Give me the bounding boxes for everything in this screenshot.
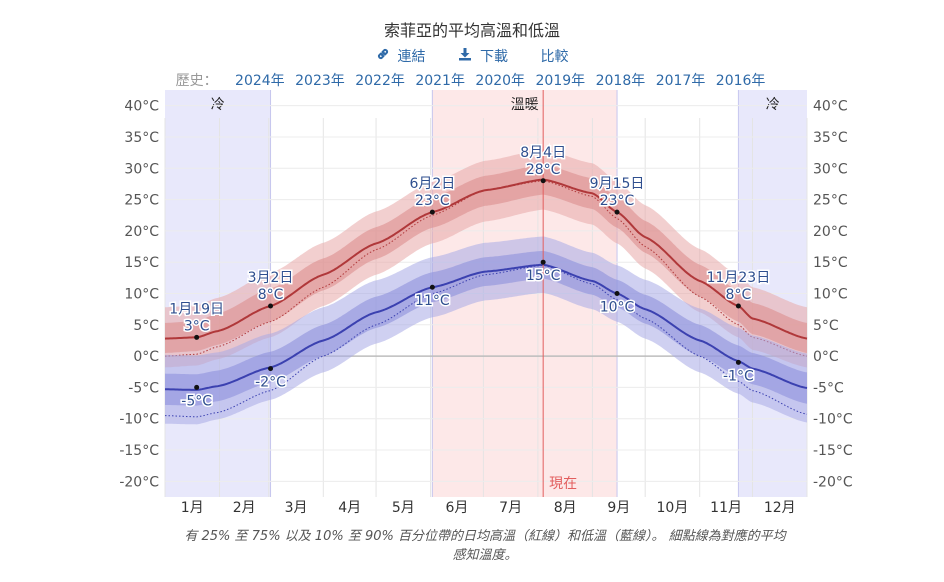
chart-title: 索菲亞的平均高溫和低溫	[383, 21, 560, 40]
annotation-date-4: 9月15日	[590, 176, 645, 192]
download-label: 下載	[480, 49, 508, 65]
month-label-11: 11月	[710, 500, 742, 516]
ytick-right-7: 5°C	[813, 318, 839, 334]
ytick-left-9: -5°C	[128, 380, 159, 396]
history-year-2023[interactable]: 2023年	[295, 73, 345, 89]
history-year-2024[interactable]: 2024年	[235, 73, 285, 89]
month-label-4: 4月	[338, 500, 361, 516]
annotation-temp-10: 10°C	[600, 300, 635, 316]
annotation-date-5: 11月23日	[707, 270, 771, 286]
link-label: 連結	[397, 49, 426, 65]
download-icon	[458, 47, 472, 65]
ytick-right-10: -10°C	[813, 412, 853, 428]
ytick-right-12: -20°C	[813, 474, 853, 490]
ytick-right-9: -5°C	[813, 380, 844, 396]
caption-line-1: 有 25% 至 75% 以及 10% 至 90% 百分位帶的日均高溫（紅線）和低…	[184, 529, 786, 544]
annotation-temp-8: 11°C	[415, 293, 450, 309]
ytick-right-0: 40°C	[813, 99, 848, 115]
annotation-dot-11	[735, 359, 741, 365]
ytick-left-11: -15°C	[119, 443, 159, 459]
annotation-temp-5: 8°C	[726, 287, 752, 303]
annotation-date-1: 3月2日	[248, 270, 294, 286]
month-label-9: 9月	[607, 500, 630, 516]
season-label-0: 冷	[211, 97, 225, 113]
month-label-3: 3月	[285, 500, 308, 516]
ytick-right-3: 25°C	[813, 193, 848, 209]
ytick-right-8: 0°C	[813, 349, 839, 365]
annotation-temp-2: 23°C	[415, 193, 450, 209]
history-year-2020[interactable]: 2020年	[475, 73, 526, 89]
ytick-left-0: 40°C	[124, 99, 159, 115]
low-band-10-90	[165, 236, 807, 425]
annotation-dot-4	[614, 209, 620, 215]
annotation-dot-7	[268, 366, 274, 372]
link-button[interactable]: 連結	[376, 47, 430, 65]
history-year-2018[interactable]: 2018年	[595, 73, 646, 89]
month-label-12: 12月	[764, 500, 796, 516]
chart-actions: 連結 下載 比較	[0, 46, 944, 66]
ytick-right-6: 10°C	[813, 287, 848, 303]
ytick-left-5: 15°C	[124, 255, 159, 271]
annotation-dot-8	[429, 284, 435, 290]
annotation-temp-9: 15°C	[526, 268, 561, 284]
high-band-25-75	[165, 164, 807, 353]
annotation-dot-0	[194, 334, 200, 340]
ytick-left-7: 5°C	[133, 318, 159, 334]
annotation-dot-2	[429, 209, 435, 215]
month-label-6: 6月	[446, 500, 469, 516]
annotation-temp-7: -2°C	[255, 375, 286, 391]
history-bar: 歷史： 2024年 2023年 2022年 2021年 2020年 2019年 …	[0, 70, 944, 90]
ytick-right-11: -15°C	[813, 443, 853, 459]
annotation-temp-4: 23°C	[600, 193, 635, 209]
history-year-2019[interactable]: 2019年	[535, 73, 586, 89]
chart-caption: 有 25% 至 75% 以及 10% 至 90% 百分位帶的日均高溫（紅線）和低…	[130, 527, 840, 565]
history-year-2017[interactable]: 2017年	[655, 73, 706, 89]
annotation-date-0: 1月19日	[169, 301, 224, 317]
season-label-2: 冷	[766, 97, 780, 113]
caption-line-2: 感知溫度。	[452, 548, 518, 563]
ytick-left-3: 25°C	[124, 193, 159, 209]
ytick-left-6: 10°C	[124, 287, 159, 303]
month-label-10: 10月	[657, 500, 689, 516]
annotation-temp-1: 8°C	[258, 287, 284, 303]
month-label-1: 1月	[181, 500, 204, 516]
annotation-date-2: 6月2日	[409, 176, 455, 192]
ytick-left-2: 30°C	[124, 161, 159, 177]
ytick-left-12: -20°C	[119, 474, 159, 490]
month-label-2: 2月	[233, 500, 256, 516]
ytick-left-1: 35°C	[124, 130, 159, 146]
annotation-date-3: 8月4日	[520, 145, 566, 161]
history-year-2022[interactable]: 2022年	[355, 73, 405, 89]
history-year-2016[interactable]: 2016年	[715, 73, 766, 89]
annotation-dot-1	[268, 303, 274, 309]
annotation-temp-11: -1°C	[723, 368, 754, 384]
annotation-temp-3: 28°C	[526, 162, 561, 178]
annotation-dot-5	[735, 303, 741, 309]
ytick-left-8: 0°C	[133, 349, 159, 365]
now-label: 現在	[549, 476, 577, 492]
annotation-temp-6: -5°C	[181, 393, 212, 409]
annotation-dot-10	[614, 291, 620, 296]
annotation-dot-3	[540, 178, 546, 184]
ytick-right-2: 30°C	[813, 161, 848, 177]
annotation-temp-0: 3°C	[184, 318, 210, 334]
month-label-5: 5月	[392, 500, 415, 516]
ytick-left-4: 20°C	[124, 224, 159, 240]
download-button[interactable]: 下載	[458, 47, 512, 65]
compare-button[interactable]: 比較	[540, 49, 569, 65]
season-label-1: 溫暖	[511, 97, 539, 113]
history-year-2021[interactable]: 2021年	[415, 73, 465, 89]
ytick-right-4: 20°C	[813, 224, 848, 240]
link-icon	[376, 47, 390, 65]
annotation-dot-6	[194, 384, 200, 390]
ytick-right-1: 35°C	[813, 130, 848, 146]
history-label: 歷史：	[175, 73, 218, 89]
month-label-8: 8月	[554, 500, 577, 516]
annotation-dot-9	[540, 259, 546, 265]
ytick-right-5: 15°C	[813, 255, 848, 271]
month-label-7: 7月	[499, 500, 522, 516]
low-feels-line	[165, 264, 808, 418]
ytick-left-10: -10°C	[119, 412, 159, 428]
